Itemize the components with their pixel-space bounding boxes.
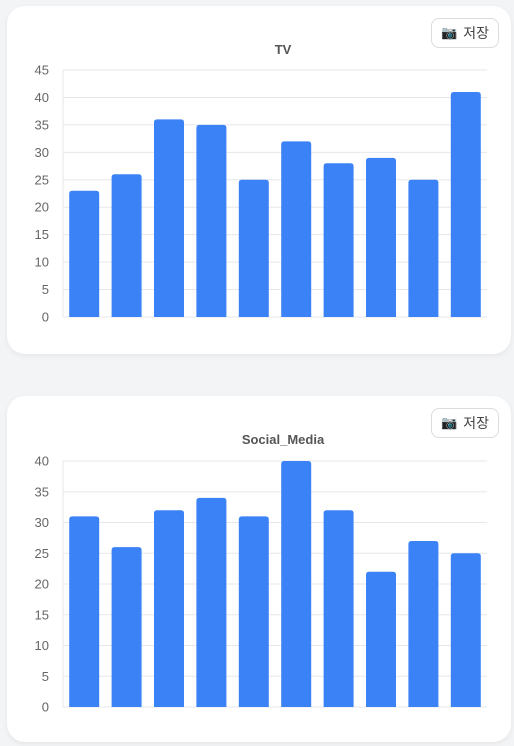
- bar-chart-social-media: Social_Media 0 5 10 15 20 25 30 35 40: [35, 432, 487, 715]
- save-button-label: 저장: [463, 26, 489, 42]
- y-tick-label: 30: [35, 515, 49, 530]
- bar-chart-tv: TV 0 5 10 15 20 25 30 35 40 45: [35, 42, 487, 325]
- bar: [111, 174, 142, 317]
- save-button[interactable]: 📷 저장: [431, 408, 499, 438]
- bar: [154, 119, 184, 318]
- y-tick-label: 20: [35, 200, 49, 215]
- chart-title: Social_Media: [242, 432, 325, 447]
- bar: [196, 497, 227, 707]
- y-tick-label: 10: [35, 255, 49, 270]
- camera-icon: 📷: [441, 25, 458, 41]
- bar: [111, 547, 142, 707]
- bar: [238, 516, 269, 707]
- y-tick-label: 30: [35, 145, 49, 160]
- y-tick-label: 20: [35, 577, 49, 592]
- y-tick-label: 25: [35, 172, 49, 187]
- y-tick-label: 15: [35, 607, 49, 622]
- y-tick-label: 10: [35, 638, 49, 653]
- y-tick-label: 15: [35, 227, 49, 242]
- y-tick-label: 40: [35, 454, 49, 469]
- y-tick-label: 40: [35, 90, 49, 105]
- y-tick-label: 25: [35, 546, 49, 561]
- bar: [450, 91, 481, 317]
- chart-card-tv: 📷 저장 TV 0 5 10 15 20 25 30 35 40 45: [7, 6, 511, 354]
- y-tick-label: 0: [42, 700, 49, 715]
- bar: [154, 510, 184, 707]
- chart-card-social-media: 📷 저장 Social_Media 0 5 10 15 20 25 30 35 40: [7, 396, 511, 742]
- bar: [408, 179, 439, 317]
- y-tick-label: 5: [42, 282, 49, 297]
- y-tick-label: 35: [35, 117, 49, 132]
- bar: [69, 516, 100, 707]
- bar: [366, 571, 396, 707]
- bar: [323, 163, 354, 317]
- bar: [238, 179, 269, 317]
- bar: [196, 124, 227, 317]
- bar: [408, 540, 439, 707]
- y-tick-label: 35: [35, 484, 49, 499]
- chart-title: TV: [275, 42, 292, 57]
- save-button-label: 저장: [463, 416, 489, 432]
- bar: [323, 510, 354, 707]
- bar: [281, 141, 312, 317]
- bar: [450, 553, 481, 707]
- bar: [281, 461, 312, 707]
- y-tick-label: 45: [35, 63, 49, 78]
- save-button[interactable]: 📷 저장: [431, 18, 499, 48]
- camera-icon: 📷: [441, 415, 458, 431]
- bar: [69, 190, 100, 317]
- bar: [366, 157, 396, 317]
- y-tick-label: 5: [42, 669, 49, 684]
- y-tick-label: 0: [42, 310, 49, 325]
